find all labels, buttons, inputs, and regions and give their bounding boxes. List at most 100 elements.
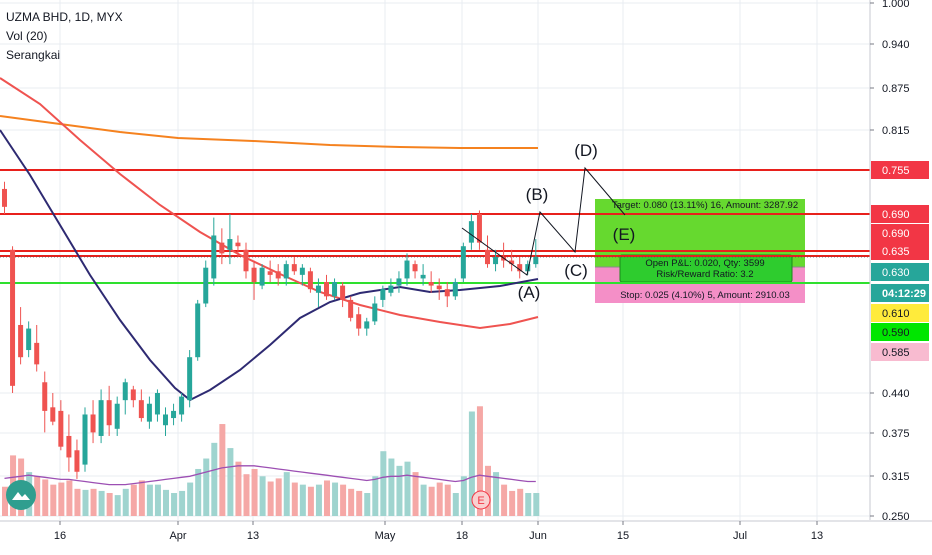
- volume-bar: [267, 481, 274, 516]
- candle-body: [485, 249, 490, 265]
- candle: [114, 396, 120, 436]
- candle-body: [138, 400, 144, 419]
- candle-body: [154, 393, 160, 415]
- candle-body: [468, 221, 474, 243]
- candle: [74, 439, 80, 479]
- candle-body: [18, 324, 24, 358]
- candle-body: [163, 414, 168, 426]
- volume-bar: [420, 484, 427, 516]
- candle-body: [509, 260, 515, 265]
- candle-body: [10, 249, 16, 386]
- moving-averages: [0, 77, 539, 402]
- candle: [517, 256, 523, 279]
- volume-bar: [436, 482, 443, 516]
- volume-bar: [34, 476, 41, 516]
- tradingview-logo-icon[interactable]: [6, 480, 36, 510]
- volume-bar: [90, 488, 97, 516]
- candle: [444, 282, 450, 308]
- candle: [82, 407, 88, 472]
- volume-bar: [203, 458, 210, 516]
- candle: [259, 264, 265, 290]
- candle-body: [315, 285, 321, 293]
- candle-body: [251, 267, 257, 283]
- candle-body: [525, 264, 531, 272]
- candle: [468, 214, 474, 250]
- volume-bar: [138, 480, 145, 516]
- chart-legend: UZMA BHD, 1D, MYX Vol (20) Serangkai: [6, 8, 123, 65]
- candle: [275, 264, 281, 286]
- candle: [138, 389, 144, 422]
- candle-body: [307, 271, 313, 290]
- candle-body: [452, 282, 458, 297]
- candle: [66, 414, 72, 472]
- volume-bar: [42, 479, 49, 516]
- candle: [412, 260, 418, 279]
- candle: [58, 400, 64, 451]
- volume-bar: [259, 476, 266, 516]
- candle-body: [332, 282, 338, 297]
- candle: [50, 393, 56, 426]
- candle-body: [42, 382, 48, 411]
- price-label-text: 0.635: [882, 246, 910, 258]
- candle-body: [404, 260, 410, 279]
- candle: [18, 307, 24, 365]
- symbol-title[interactable]: UZMA BHD, 1D, MYX: [6, 10, 123, 24]
- price-label-box: [871, 205, 929, 223]
- price-label-box: [871, 343, 929, 361]
- candle-body: [243, 249, 249, 272]
- candle: [235, 235, 241, 257]
- price-tick-label: 0.940: [882, 39, 910, 51]
- serangkai-indicator-label[interactable]: Serangkai: [6, 48, 61, 62]
- candle: [396, 271, 402, 293]
- volume-bar: [428, 486, 435, 516]
- volume-bar: [154, 484, 161, 516]
- volume-bar: [501, 484, 508, 516]
- volume-bar: [372, 476, 379, 516]
- candle: [179, 393, 185, 422]
- price-label-text: 04:12:29: [882, 288, 926, 300]
- volume-bar: [525, 493, 532, 516]
- candles: [2, 181, 539, 479]
- volume-bar: [380, 451, 387, 516]
- volume-bar: [275, 478, 282, 516]
- volume-bar: [485, 465, 491, 516]
- price-label-box: [871, 323, 929, 341]
- time-axis-bg: [0, 521, 932, 550]
- price-label-text: 0.630: [882, 267, 910, 279]
- candle: [364, 317, 370, 336]
- candle-body: [501, 256, 507, 261]
- candle: [460, 242, 466, 283]
- candle-body: [356, 314, 362, 329]
- candle-body: [98, 400, 104, 436]
- wave-label: (A): [518, 283, 541, 302]
- event-marker-icon: E: [471, 490, 491, 510]
- candle: [146, 396, 152, 429]
- candle-body: [90, 414, 96, 433]
- candle: [388, 278, 394, 297]
- candle: [227, 214, 233, 265]
- candle-body: [388, 285, 394, 293]
- price-label-box: [871, 304, 929, 322]
- time-tick-label: Jun: [529, 530, 547, 542]
- ma-dark-line: [0, 129, 539, 402]
- volume-bar: [171, 493, 178, 516]
- candle: [26, 321, 32, 358]
- price-label-box: [871, 224, 929, 242]
- price-label-box: [871, 263, 929, 281]
- candle-body: [267, 271, 273, 275]
- candle-body: [372, 303, 378, 322]
- volume-bar: [412, 472, 419, 516]
- candle: [476, 210, 482, 250]
- volume-bar: [307, 486, 314, 516]
- time-tick-label: May: [375, 530, 396, 542]
- candle-body: [106, 400, 112, 426]
- time-tick-label: 18: [456, 530, 468, 542]
- volume-indicator-label[interactable]: Vol (20): [6, 29, 48, 43]
- candle: [404, 253, 410, 286]
- candle: [452, 278, 458, 300]
- candle-body: [476, 214, 482, 243]
- stop-text: Stop: 0.025 (4.10%) 5, Amount: 2910.03: [620, 290, 790, 301]
